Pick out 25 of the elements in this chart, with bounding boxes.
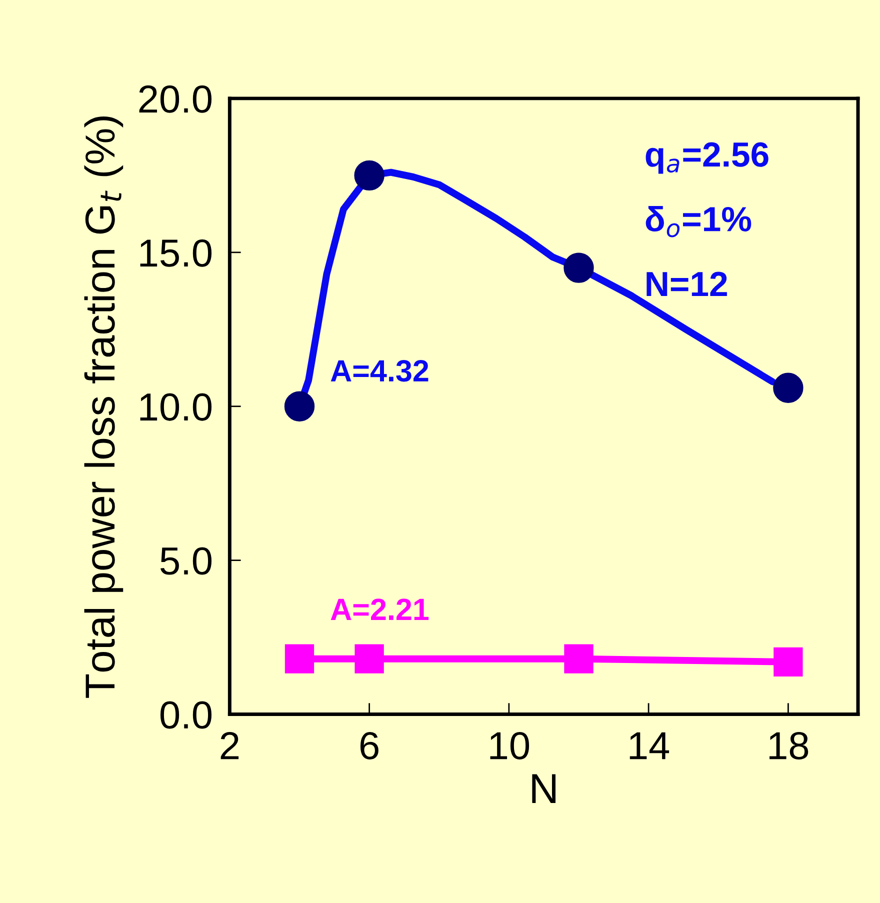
y-tick-label: 5.0 [160,547,212,575]
series-label: A=2.21 [330,598,429,620]
point [564,644,594,674]
point [773,372,804,403]
x-tick-label: 6 [360,732,378,760]
series-label: A=4.32 [330,360,428,382]
annotation: δ$_{o}$=1% [646,206,752,238]
point [284,391,315,422]
point [564,252,594,283]
y-axis-title: Total power loss fraction G$_{t}$ (%) [84,116,124,698]
y-tick-label: 0.0 [160,701,212,729]
point [774,647,803,677]
annotation: q$_{a}$=2.56 [646,142,768,174]
x-tick-label: 10 [490,732,530,760]
x-axis-title: N [532,774,556,803]
y-tick-label: 20.0 [139,85,212,113]
point [354,644,384,674]
y-tick-label: 15.0 [140,239,212,267]
x-tick-label: 2 [220,732,239,760]
y-tick-label: 10.0 [140,393,212,421]
annotation: N=12 [646,272,727,296]
point [354,160,384,191]
point [284,644,314,674]
x-tick-label: 18 [770,732,808,760]
x-tick-label: 14 [630,732,670,760]
